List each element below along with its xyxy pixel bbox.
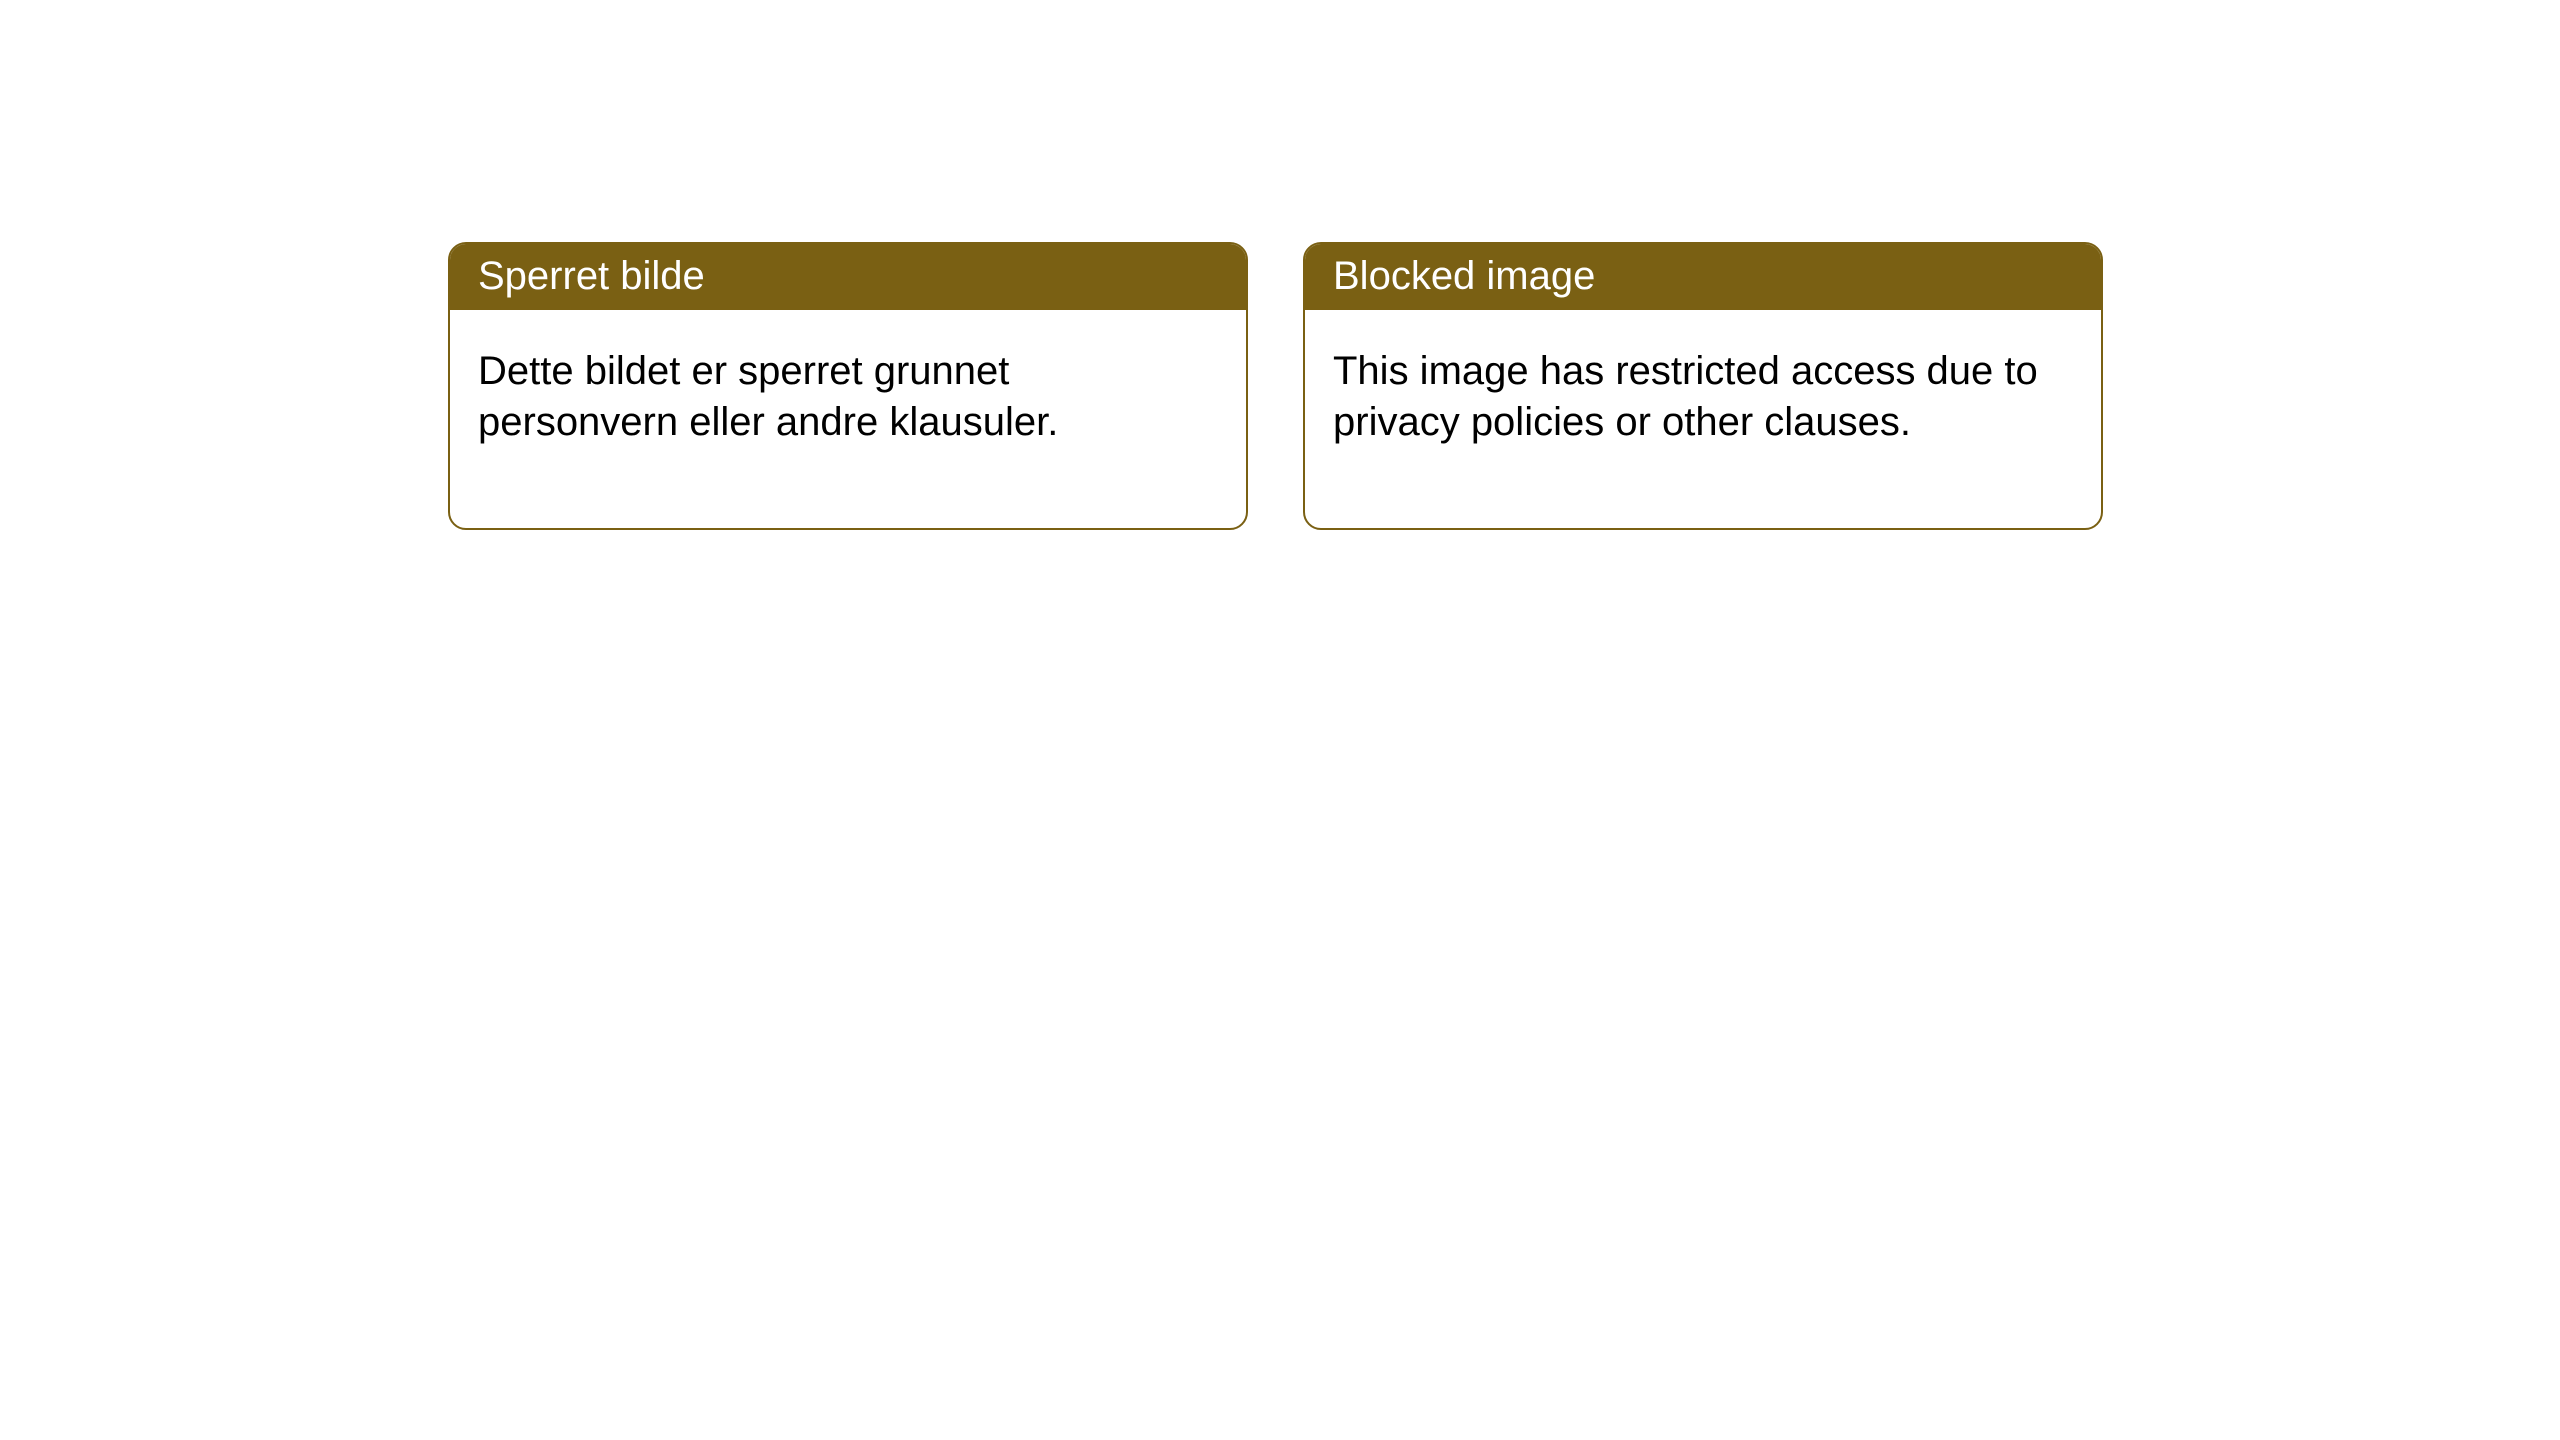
blocked-image-card-no: Sperret bilde Dette bildet er sperret gr… [448, 242, 1248, 530]
blocked-image-container: Sperret bilde Dette bildet er sperret gr… [0, 0, 2560, 530]
card-body-en: This image has restricted access due to … [1305, 310, 2101, 528]
card-header-en: Blocked image [1305, 244, 2101, 310]
card-body-no: Dette bildet er sperret grunnet personve… [450, 310, 1246, 528]
card-header-no: Sperret bilde [450, 244, 1246, 310]
blocked-image-card-en: Blocked image This image has restricted … [1303, 242, 2103, 530]
